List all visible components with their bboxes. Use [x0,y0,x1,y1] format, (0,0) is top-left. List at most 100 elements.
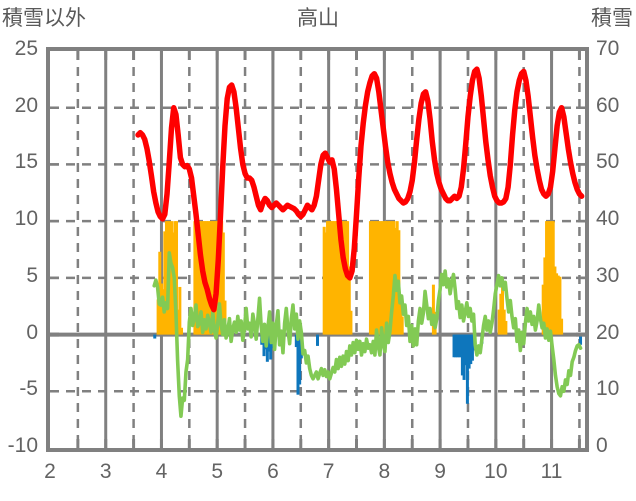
bar [502,309,506,335]
y-tick-right-30: 30 [596,263,620,287]
bar [541,284,545,335]
bar [465,334,469,404]
bar [543,257,547,335]
bar [296,334,300,395]
y-tick-left-0: 0 [26,320,38,344]
y-tick-left-15: 15 [14,150,38,174]
bar [431,284,435,335]
x-tick-3: 3 [99,460,112,483]
bar [156,299,160,335]
bar [339,221,343,335]
red-temperature-line [135,66,585,313]
bar [210,221,214,335]
y-tick-right-0: 0 [596,434,608,457]
bar [504,320,508,335]
y-tick-right-70: 70 [596,37,620,60]
bar [176,309,180,335]
bar [467,334,471,369]
bar [164,221,168,335]
bar [368,221,372,335]
x-tick-8: 8 [378,460,391,483]
bar [457,334,461,358]
bar [326,221,330,335]
bar [551,221,555,335]
bar [462,334,466,380]
bar [175,221,179,335]
bar [372,221,376,335]
bar [221,232,225,335]
bar [336,221,340,335]
y-tick-right-10: 10 [596,377,620,401]
bar [382,221,386,335]
bar [265,334,269,362]
bar [400,316,404,335]
bar [206,221,210,335]
bar [546,221,550,335]
bar [548,221,552,335]
bar [327,221,331,335]
bar [153,334,157,339]
x-tick-10: 10 [484,460,508,483]
plot-area [46,47,589,452]
tick-marks [50,51,585,448]
green-precipitation-line [152,251,583,419]
bar [464,334,468,366]
chart-canvas [50,51,585,448]
bar [459,334,463,358]
bar [267,334,271,352]
bar [324,232,328,335]
bar [347,266,351,335]
gridlines [50,51,585,448]
y-tick-left--5: -5 [19,377,38,401]
bar [211,221,215,335]
bar [373,221,377,335]
bar [169,221,173,335]
bar [331,221,335,335]
bar [389,221,393,335]
x-tick-6: 6 [267,460,279,483]
bar [208,221,212,335]
left-axis-title: 積雪以外 [2,7,86,30]
bar [294,334,298,348]
bar [322,226,326,335]
bar [556,275,560,335]
bar [399,300,403,335]
bar [378,221,382,335]
bar [298,334,302,385]
bar [193,221,197,335]
bar [218,221,222,335]
bar [380,221,384,335]
bar [560,318,564,335]
plot-inner [50,51,585,448]
x-tick-4: 4 [155,460,168,483]
bar [195,221,199,335]
y-tick-left-25: 25 [14,37,38,60]
bar [395,221,399,335]
x-tick-2: 2 [44,460,56,483]
bar [342,221,346,335]
bar [470,334,474,361]
bar [460,334,464,376]
bar [545,221,549,335]
bar [334,221,338,335]
bar [349,310,353,335]
bar [159,283,163,335]
bar [383,221,387,335]
y-tick-left--10: -10 [7,434,38,457]
page-title: 高山 [297,7,339,30]
bar [370,221,374,335]
bar [341,221,345,335]
bar [469,334,473,365]
bar [220,221,224,335]
bar [499,293,503,335]
bar [180,327,184,335]
bar [579,334,583,345]
x-tick-11: 11 [540,460,563,483]
bar [375,221,379,335]
bar [452,334,456,358]
x-tick-9: 9 [434,460,446,483]
y-tick-right-50: 50 [596,150,620,174]
bar [344,221,348,335]
bar [387,221,391,335]
